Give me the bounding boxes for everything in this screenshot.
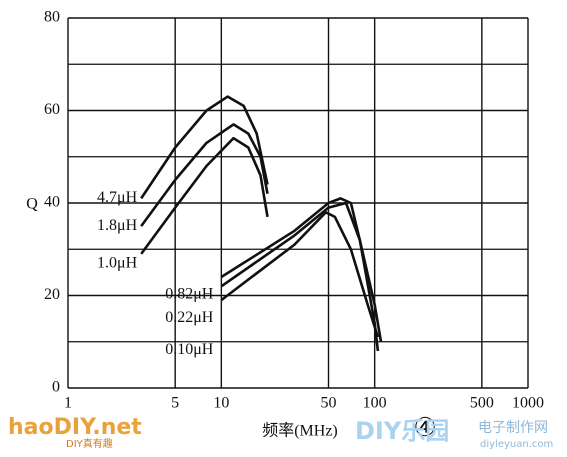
series-label: 4.7μH	[97, 189, 138, 206]
x-tick-label: 5	[171, 395, 179, 412]
y-tick-label: 20	[44, 286, 60, 303]
y-axis-label: Q	[26, 196, 38, 213]
watermark: DIY乐园	[355, 417, 449, 445]
series-label: 1.0μH	[97, 255, 138, 272]
watermark: DIY真有趣	[66, 437, 113, 450]
x-tick-label: 50	[321, 395, 337, 412]
y-tick-label: 0	[52, 379, 60, 396]
watermark: haoDIY.net	[8, 415, 142, 440]
line-series	[220, 211, 380, 338]
line-series	[140, 123, 269, 227]
series-label: 0.10μH	[165, 341, 214, 358]
line-series	[140, 136, 269, 255]
series-label: 0.82μH	[165, 286, 214, 303]
x-tick-label: 500	[470, 395, 494, 412]
y-tick-label: 40	[44, 194, 60, 211]
watermark: 电子制作网	[478, 420, 548, 436]
x-tick-label: 10	[213, 395, 229, 412]
y-tick-label: 80	[44, 9, 60, 26]
x-axis-label: 频率(MHz)	[262, 422, 338, 440]
y-tick-label: 60	[44, 101, 60, 118]
x-tick-label: 100	[363, 395, 387, 412]
series-label: 1.8μH	[97, 217, 138, 234]
line-series	[220, 197, 383, 343]
x-tick-label: 1000	[512, 395, 544, 412]
watermark: diyleyuan.com	[480, 439, 553, 450]
series-label: 0.22μH	[165, 309, 214, 326]
x-tick-label: 1	[64, 395, 72, 412]
line-series	[140, 95, 269, 200]
figure-number: ④	[413, 413, 436, 442]
